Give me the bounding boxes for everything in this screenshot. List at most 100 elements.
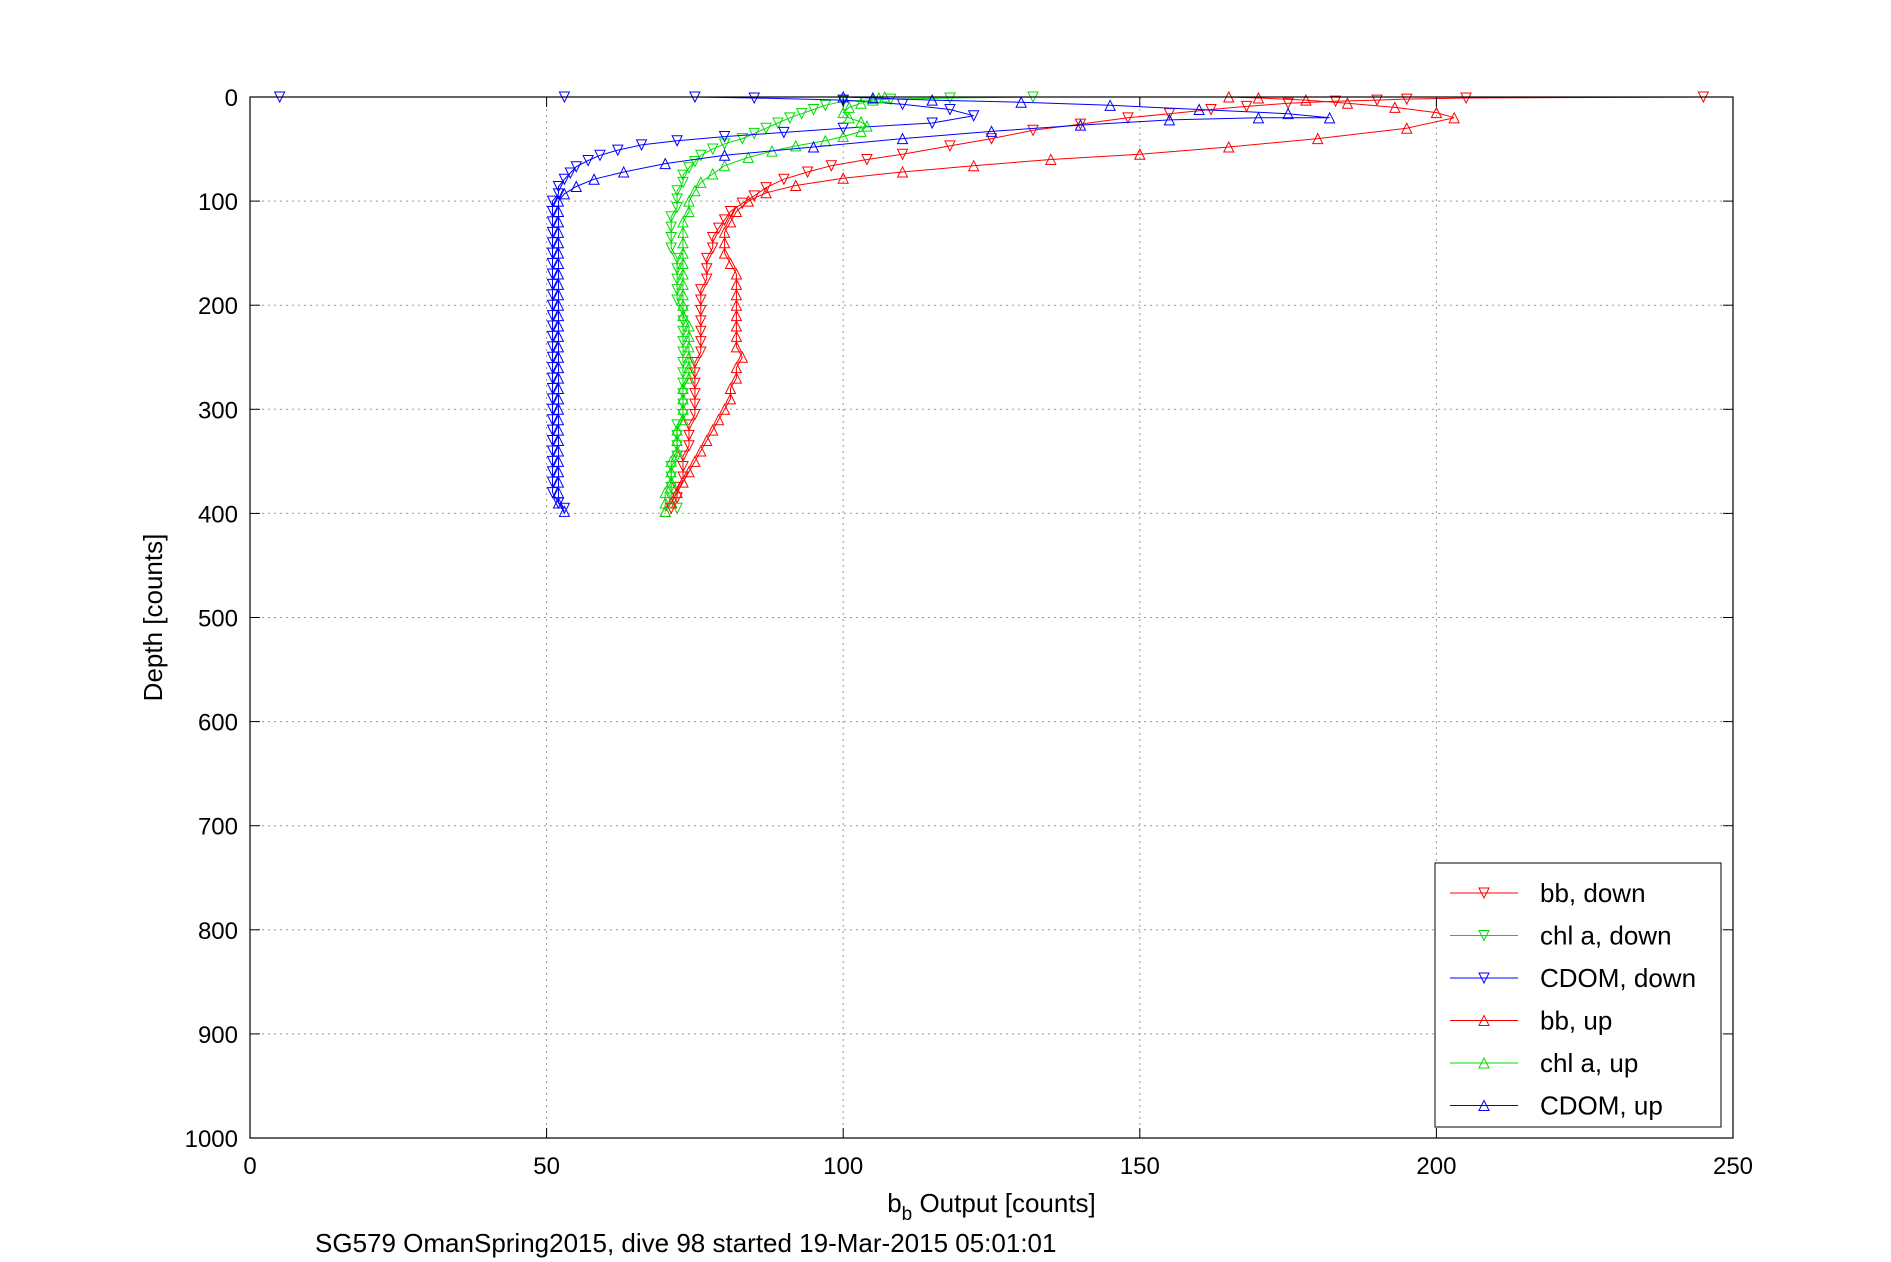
data-point (546, 195, 559, 208)
data-point (760, 122, 772, 135)
data-point (665, 476, 677, 488)
data-point (730, 267, 743, 280)
legend-label: chl a, up (1540, 1048, 1638, 1078)
legend-label: CDOM, up (1540, 1091, 1663, 1121)
data-point (552, 278, 565, 290)
data-point (837, 172, 850, 184)
series-line (670, 96, 1034, 509)
data-point (700, 273, 713, 286)
data-point (1240, 100, 1253, 113)
data-point (1252, 111, 1265, 124)
y-tick-label: 100 (198, 189, 238, 216)
legend-box (1434, 862, 1722, 1128)
data-point (677, 257, 689, 270)
data-point (683, 330, 695, 342)
data-point (552, 424, 565, 436)
data-point (671, 135, 683, 147)
data-point (748, 190, 761, 203)
data-point (700, 252, 713, 265)
data-point (926, 117, 938, 130)
data-point (671, 424, 683, 436)
data-point (552, 455, 565, 467)
data-point (546, 372, 559, 385)
data-point (594, 149, 606, 162)
data-point (985, 125, 998, 137)
data-point (671, 185, 683, 197)
data-point (718, 149, 731, 161)
data-point (546, 487, 559, 499)
data-point (736, 351, 749, 363)
data-point (570, 180, 583, 193)
data-point (677, 392, 689, 405)
data-point (789, 179, 802, 191)
data-point (944, 92, 956, 105)
data-point (677, 288, 689, 301)
data-point (588, 173, 600, 185)
data-point (677, 299, 689, 311)
data-point (546, 466, 559, 478)
data-point (695, 284, 707, 296)
data-point (700, 263, 713, 275)
data-point (552, 486, 565, 499)
data-point (683, 440, 695, 452)
data-point (671, 444, 683, 457)
data-point (552, 267, 565, 280)
data-point (552, 257, 565, 270)
data-point (855, 115, 867, 128)
data-point (700, 434, 713, 447)
data-point (1341, 97, 1354, 109)
data-point (677, 461, 689, 473)
data-point (724, 382, 737, 394)
data-point (677, 403, 689, 415)
data-point (825, 160, 838, 172)
legend-label: chl a, down (1540, 921, 1672, 951)
data-point (819, 99, 832, 112)
data-point (896, 165, 909, 178)
data-point (546, 268, 559, 281)
data-point (795, 108, 808, 120)
data-point (677, 309, 689, 322)
data-point (778, 126, 790, 139)
data-point (689, 398, 701, 411)
data-point (985, 133, 998, 145)
data-point (611, 144, 624, 157)
data-point (546, 362, 559, 374)
data-point (546, 247, 559, 260)
data-point (582, 155, 594, 167)
y-tick-label: 300 (198, 397, 238, 424)
y-tick-label: 700 (198, 814, 238, 841)
data-point (546, 289, 559, 301)
data-point (760, 186, 772, 199)
data-point (546, 424, 559, 437)
data-point (718, 131, 731, 143)
data-point (665, 465, 677, 478)
data-point (677, 215, 689, 228)
data-point (552, 330, 565, 342)
data-point (683, 429, 695, 442)
legend-marker (1478, 1056, 1490, 1069)
data-point (760, 182, 772, 194)
x-tick-label: 250 (1713, 1153, 1753, 1180)
data-point (736, 133, 749, 145)
data-point (718, 138, 731, 150)
data-point (730, 330, 743, 342)
series-bb-down (665, 91, 1710, 515)
data-point (552, 496, 565, 509)
data-point (789, 139, 802, 152)
data-point (1400, 122, 1413, 134)
data-point (677, 382, 689, 394)
data-point (546, 226, 559, 239)
data-point (546, 310, 559, 322)
data-point (861, 120, 873, 132)
data-point (724, 257, 737, 270)
data-point (695, 336, 707, 348)
series-line (670, 96, 1704, 509)
data-point (944, 140, 956, 153)
data-point (807, 103, 820, 116)
grid-lines (250, 97, 1733, 1138)
x-tick-label: 50 (533, 1153, 560, 1180)
data-point (772, 117, 784, 130)
data-point (695, 325, 707, 338)
data-point (546, 206, 559, 218)
data-point (1371, 94, 1383, 107)
